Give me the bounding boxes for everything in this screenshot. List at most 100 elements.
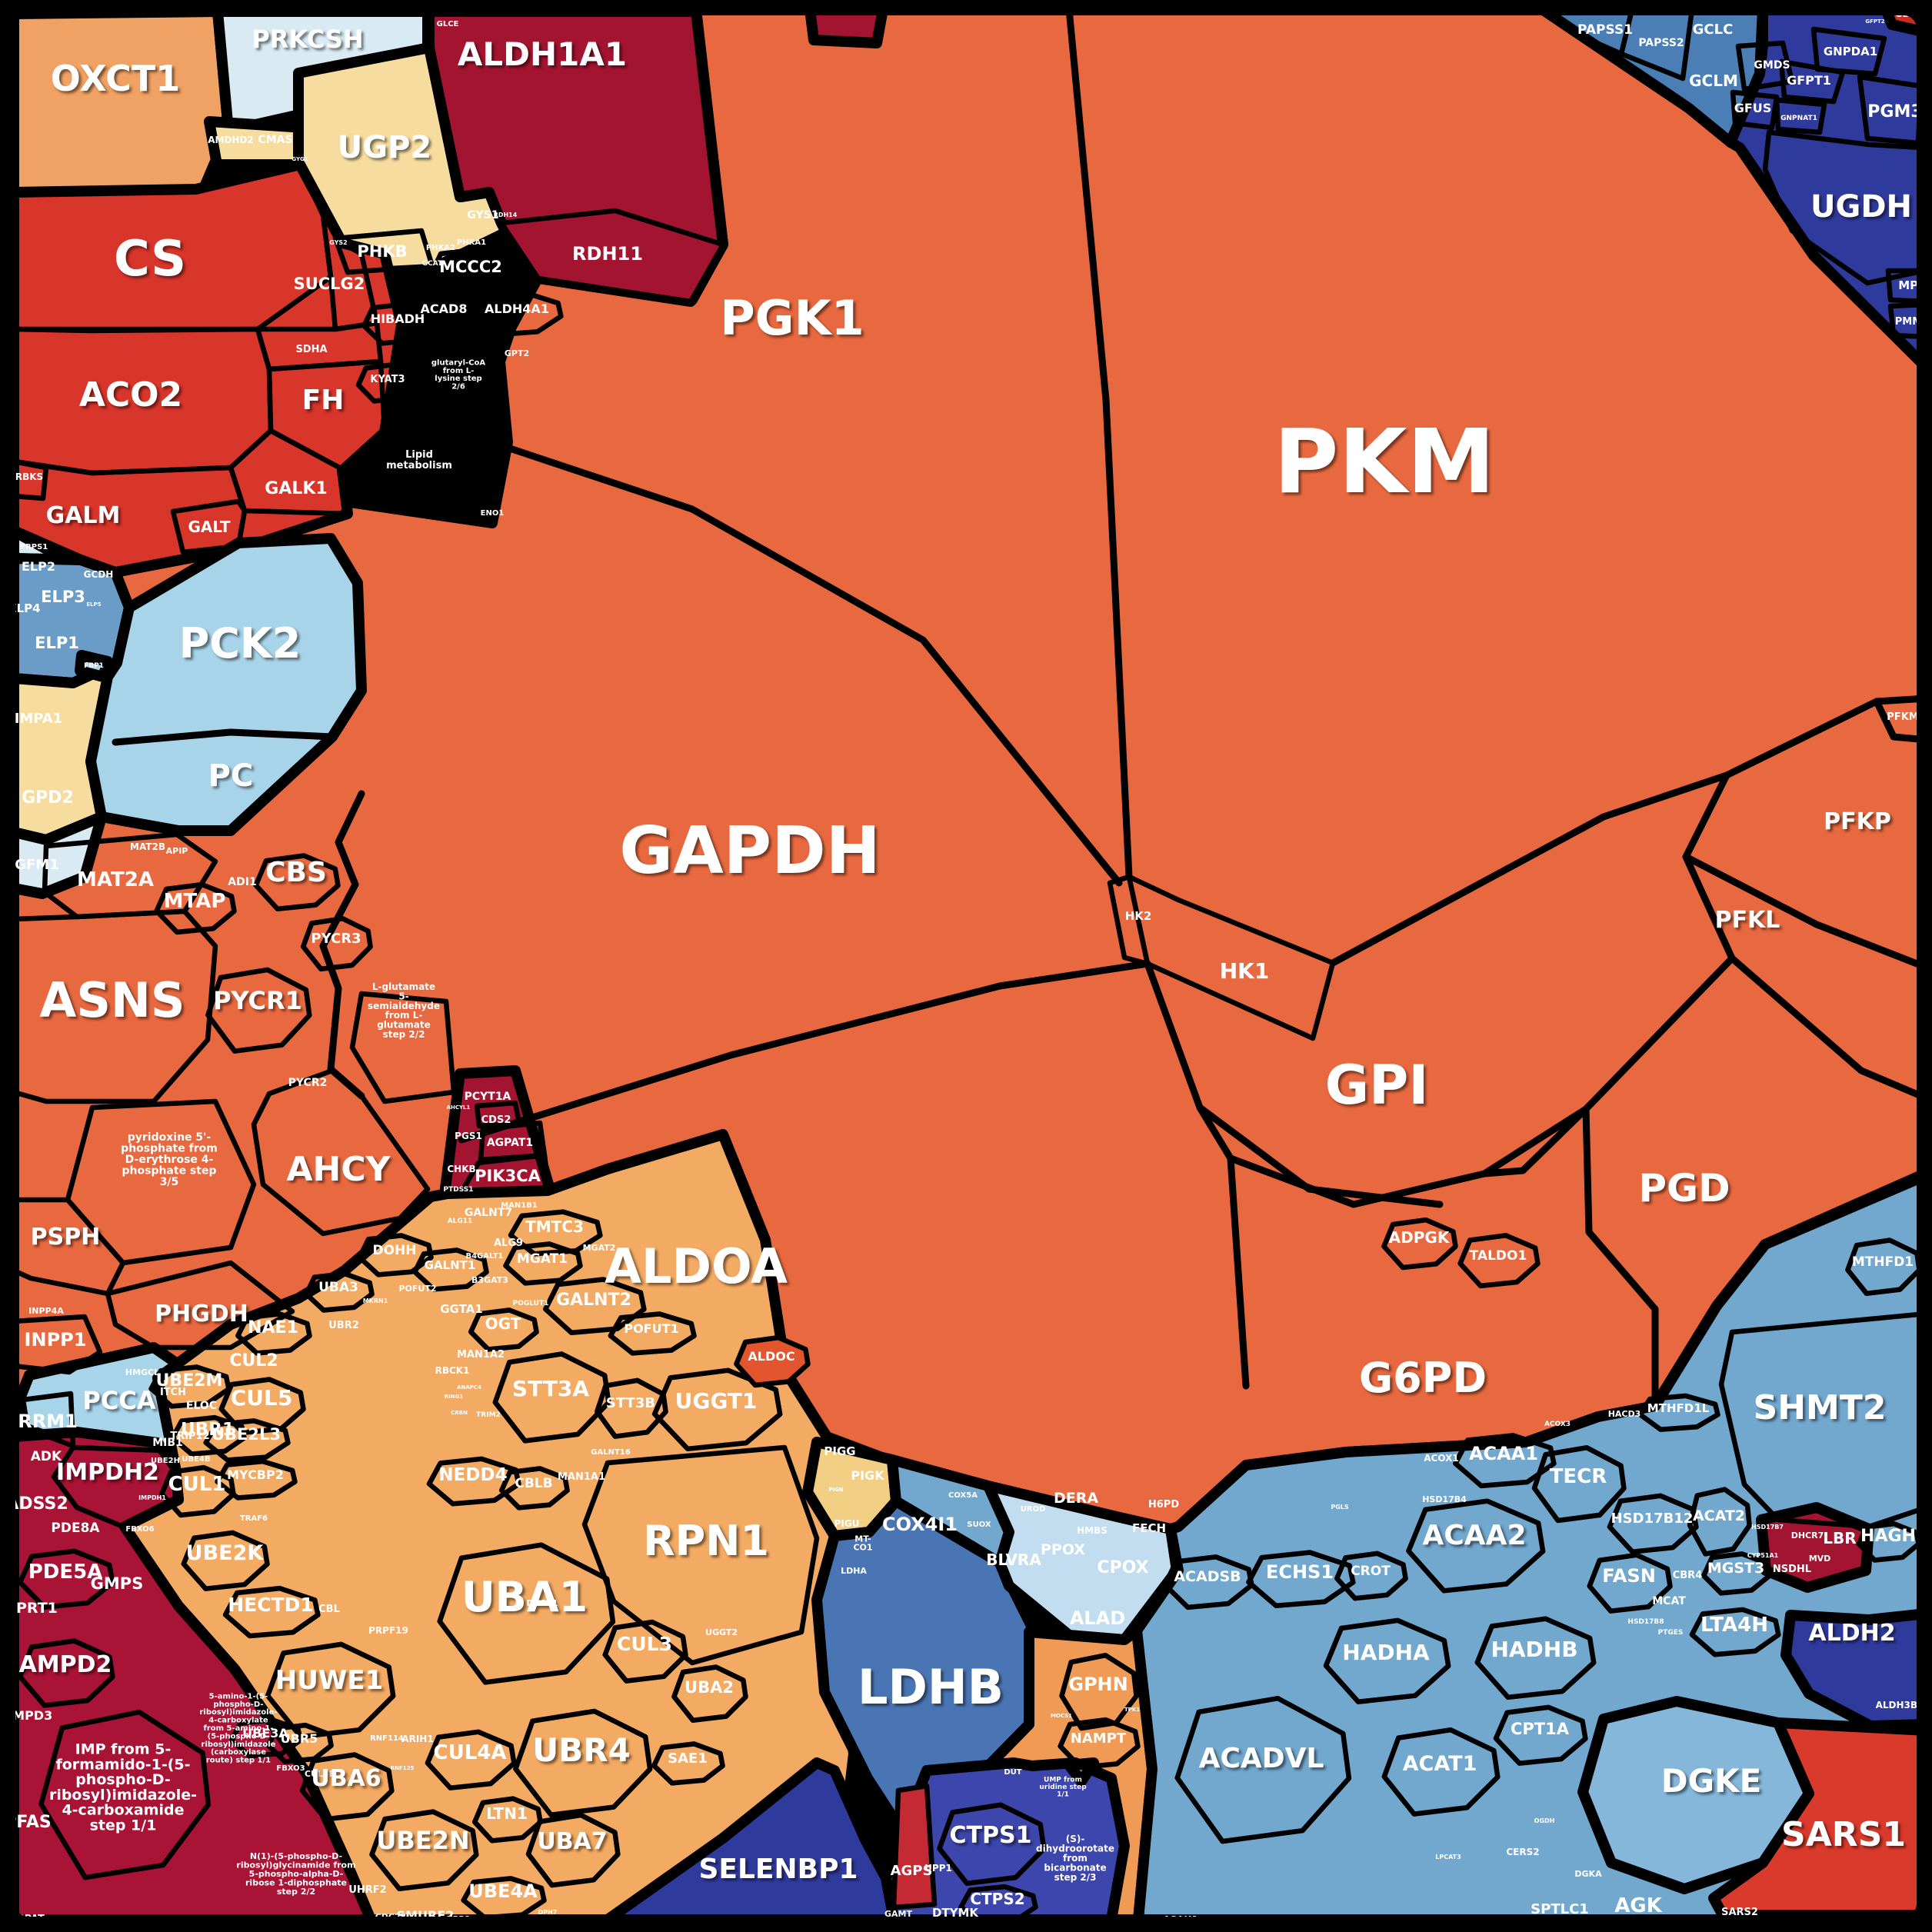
cell-lipid[interactable] xyxy=(378,436,461,492)
boundary-line-4 xyxy=(1873,698,1930,744)
region-nsdhl-crimson[interactable] xyxy=(1756,1502,1874,1593)
cell-pycr1[interactable] xyxy=(205,967,312,1054)
cell-hibadh[interactable] xyxy=(361,301,435,346)
cell-pik3ca[interactable] xyxy=(458,1152,552,1195)
cell-imp-from-5-[interactable] xyxy=(38,1709,212,1880)
boundary-line-8 xyxy=(1481,954,1736,1178)
boundary-line-12 xyxy=(1582,1105,1659,1410)
cell-mccc2[interactable] xyxy=(428,246,515,300)
cell-acat2[interactable] xyxy=(1687,1487,1752,1557)
cell-stt3b[interactable] xyxy=(595,1377,668,1439)
region-sars1[interactable] xyxy=(1708,1717,1932,1920)
cell-fasn[interactable] xyxy=(1587,1552,1673,1614)
cell-aldoc[interactable] xyxy=(734,1334,811,1388)
cell-nampt[interactable] xyxy=(1058,1717,1141,1770)
cell-uba1[interactable] xyxy=(437,1542,616,1685)
region-amdhd2-cmas[interactable] xyxy=(204,116,311,170)
cell-nae1[interactable] xyxy=(235,1311,312,1356)
region-oxct1[interactable] xyxy=(8,6,234,199)
cell-phgdh[interactable] xyxy=(105,1260,295,1351)
cell-adpgk[interactable] xyxy=(1381,1217,1458,1271)
cell-ube4a[interactable] xyxy=(461,1876,547,1920)
cell-mthfd1l[interactable] xyxy=(1637,1393,1720,1432)
cell-pde5a[interactable] xyxy=(17,1548,115,1610)
cell-tecr[interactable] xyxy=(1531,1444,1627,1524)
boundary-line-1 xyxy=(495,441,1123,887)
cell-gmds[interactable] xyxy=(1735,40,1795,92)
cell-acaa2[interactable] xyxy=(1406,1498,1546,1594)
cell-hagh[interactable] xyxy=(1856,1521,1921,1563)
cell-ubr4[interactable] xyxy=(513,1708,653,1817)
cell-uba2[interactable] xyxy=(671,1664,748,1724)
cell-cul3[interactable] xyxy=(602,1619,688,1684)
cell-hadhb[interactable] xyxy=(1474,1616,1597,1700)
cell-gnpnat1[interactable] xyxy=(1774,97,1827,135)
cell-phkb[interactable] xyxy=(332,228,435,275)
cell-aldh4a1[interactable] xyxy=(471,290,564,338)
cell-rpn1[interactable] xyxy=(581,1444,820,1666)
cell-mgst3[interactable] xyxy=(1700,1551,1772,1596)
cell-ube3a[interactable] xyxy=(229,1717,303,1759)
cell-acaa1[interactable] xyxy=(1453,1433,1557,1489)
cell-agps[interactable] xyxy=(891,1783,938,1910)
cell-cul1[interactable] xyxy=(159,1464,236,1518)
cell-galnt1[interactable] xyxy=(412,1247,489,1292)
cell-acadvl[interactable] xyxy=(1174,1695,1352,1844)
cell-pofut1[interactable] xyxy=(608,1311,697,1356)
cell-sae1[interactable] xyxy=(651,1741,725,1786)
cell-crot[interactable] xyxy=(1334,1551,1408,1601)
cell-ogt[interactable] xyxy=(468,1307,539,1352)
cell-kyat3[interactable] xyxy=(355,361,421,404)
cell-cul4a[interactable] xyxy=(425,1729,517,1790)
cell-huwe1[interactable] xyxy=(265,1641,396,1740)
boundary-line-6 xyxy=(1682,853,1930,971)
cell-hsd17b12[interactable] xyxy=(1607,1493,1699,1554)
cell-ube2l3[interactable] xyxy=(203,1418,291,1463)
cell-ube2k[interactable] xyxy=(181,1530,270,1591)
cell-cblb[interactable] xyxy=(498,1466,570,1511)
cell-acat1[interactable] xyxy=(1381,1727,1501,1817)
cell-cpt1a[interactable] xyxy=(1493,1704,1588,1766)
boundary-line-9 xyxy=(1227,1105,1590,1208)
region-pck2-pc[interactable] xyxy=(85,533,367,836)
cell-ampd2[interactable] xyxy=(17,1638,115,1708)
cell-l-glutamate[interactable] xyxy=(349,991,457,1104)
cell-cbs[interactable] xyxy=(253,853,341,912)
cell-nedd4[interactable] xyxy=(426,1456,521,1507)
cell-asns[interactable] xyxy=(11,908,218,1104)
cell-pycr3[interactable] xyxy=(300,916,373,972)
cell-rdh11[interactable] xyxy=(498,208,726,305)
cell-hectd1[interactable] xyxy=(222,1585,321,1639)
cell-hadha[interactable] xyxy=(1323,1617,1451,1704)
region-selenbp1[interactable] xyxy=(602,1757,899,1925)
cell-gnpda1[interactable] xyxy=(1810,26,1887,77)
cell-taldo1[interactable] xyxy=(1457,1233,1541,1289)
cell-uggt1[interactable] xyxy=(651,1367,783,1452)
boundary-line-0 xyxy=(1065,5,1133,881)
cell-mgat1[interactable] xyxy=(503,1241,583,1286)
cell-dohh[interactable] xyxy=(357,1233,434,1277)
cell-ugdh[interactable] xyxy=(1762,129,1927,286)
cell-lta4h[interactable] xyxy=(1689,1607,1781,1657)
cell-ubr1[interactable] xyxy=(170,1414,247,1457)
cell-galt[interactable] xyxy=(170,498,248,555)
cell-ctps1[interactable] xyxy=(937,1802,1047,1887)
cell-galnt2[interactable] xyxy=(543,1277,647,1336)
cell-ahcy[interactable] xyxy=(251,1068,431,1237)
cell-acadsb[interactable] xyxy=(1162,1554,1254,1611)
cell-hk2[interactable] xyxy=(1107,874,1151,967)
cell-uba7[interactable] xyxy=(525,1812,621,1888)
cell-ube2m[interactable] xyxy=(148,1364,232,1409)
cell-glutaryl-coa[interactable] xyxy=(419,345,499,410)
cell-uba3[interactable] xyxy=(303,1271,375,1313)
cell-ltn1[interactable] xyxy=(471,1796,543,1844)
cell-stt3a[interactable] xyxy=(492,1351,611,1444)
cell-impdh2[interactable] xyxy=(51,1444,182,1530)
cell-ube2n[interactable] xyxy=(369,1809,479,1892)
cell-gfus[interactable] xyxy=(1730,89,1780,131)
cell-mtap[interactable] xyxy=(154,881,237,935)
cell-mthfd1[interactable] xyxy=(1845,1237,1922,1297)
cell-ubr5[interactable] xyxy=(265,1722,334,1764)
cell-uba6[interactable] xyxy=(299,1752,395,1822)
